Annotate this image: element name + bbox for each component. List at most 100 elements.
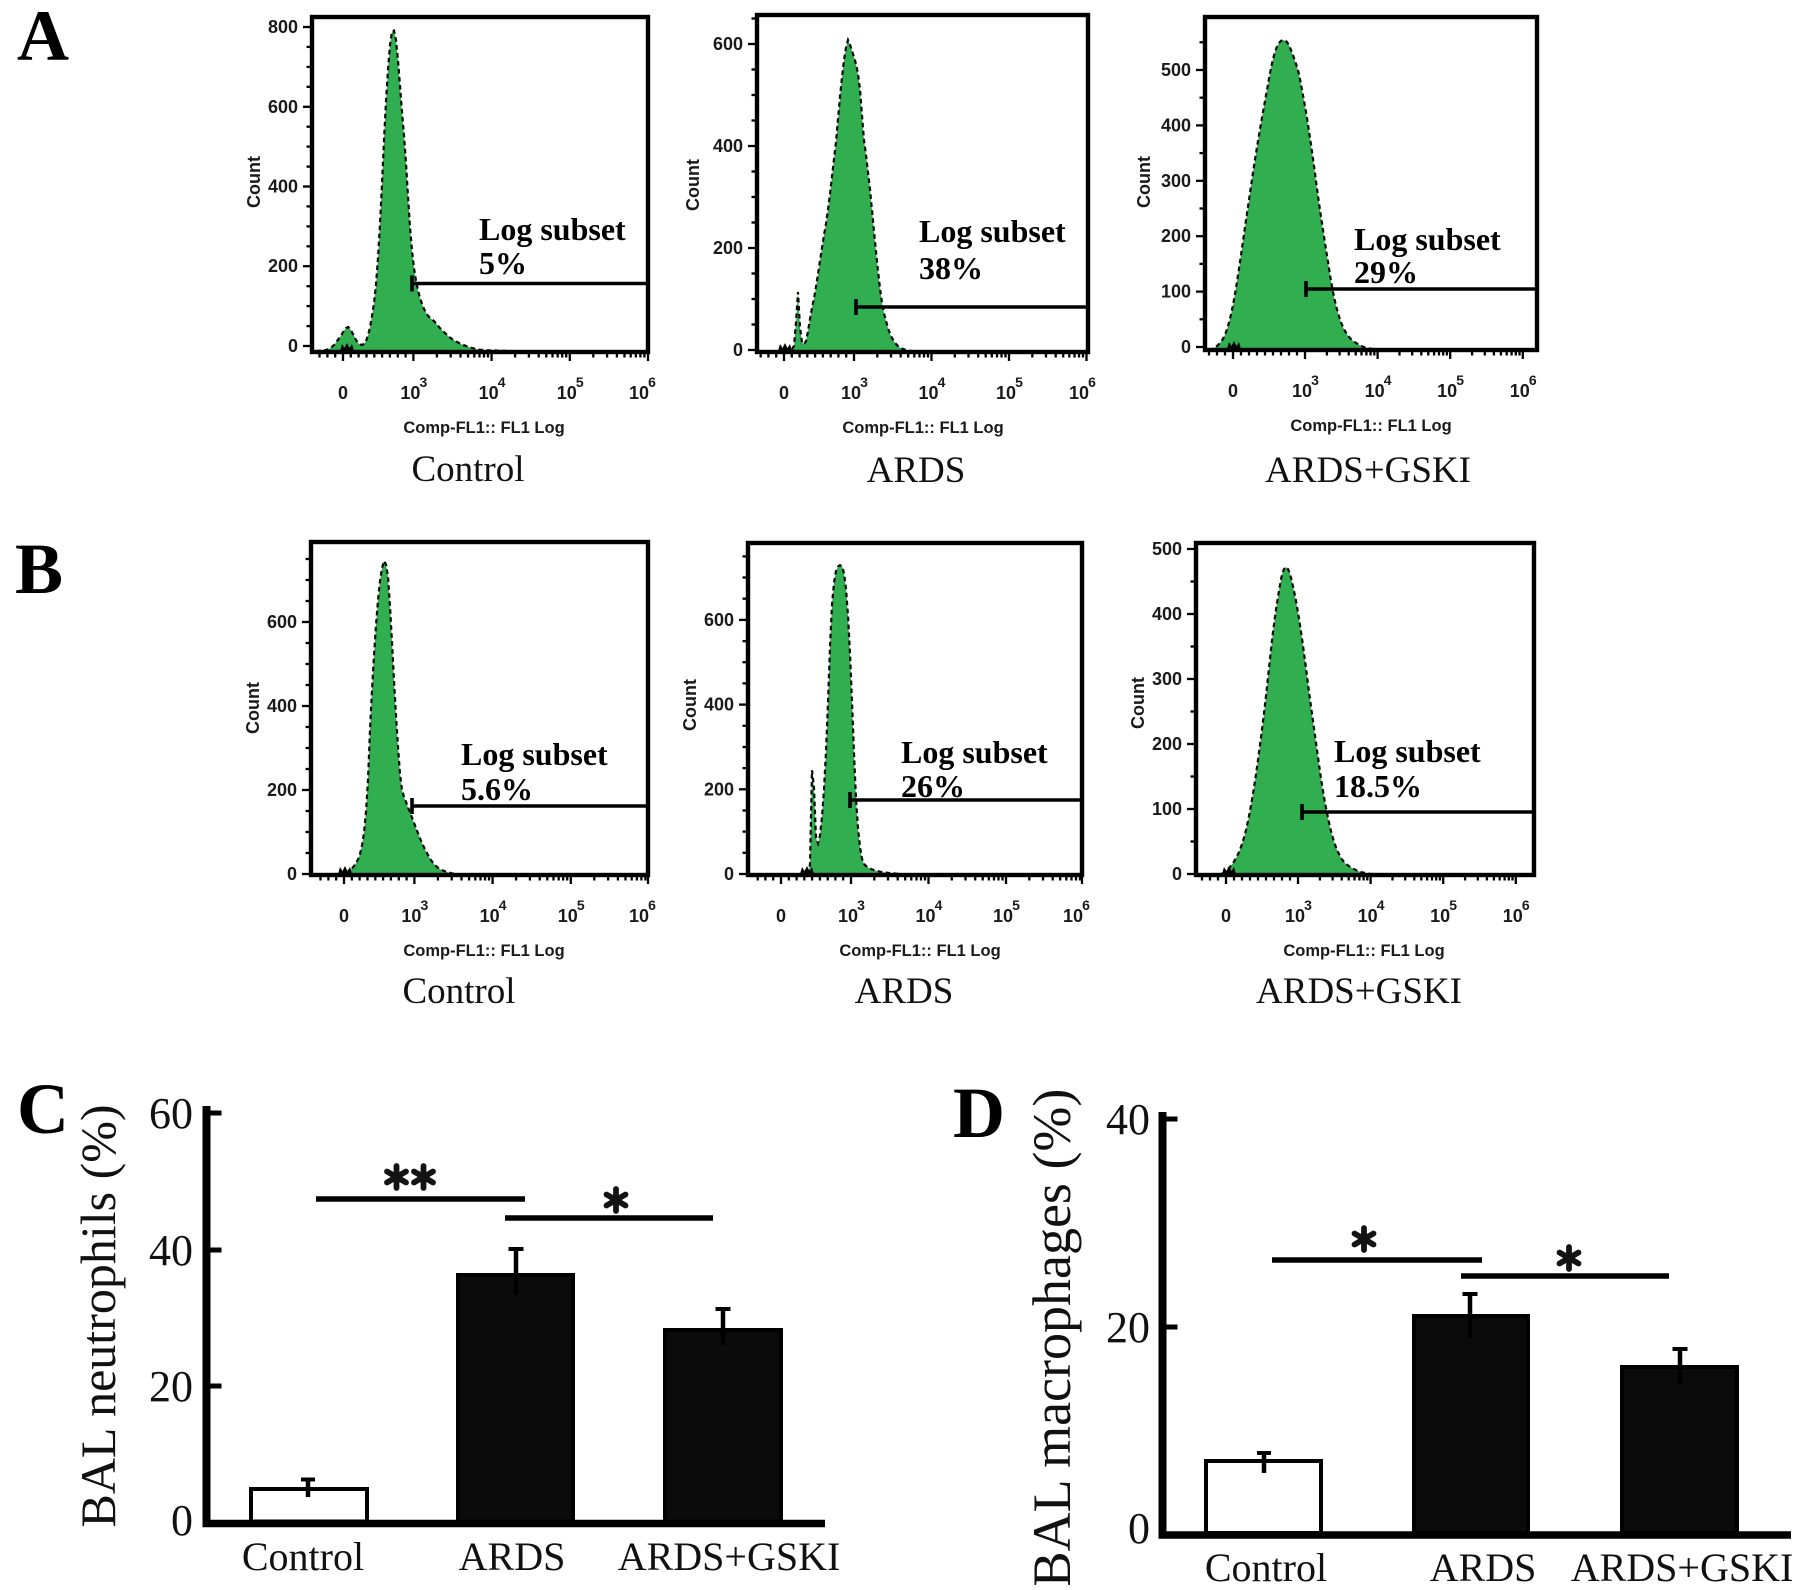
svg-text:10: 10	[1063, 906, 1083, 926]
svg-text:Log subset: Log subset	[479, 211, 626, 247]
svg-text:10: 10	[841, 383, 861, 403]
svg-text:400: 400	[713, 136, 743, 156]
svg-text:20: 20	[149, 1362, 193, 1411]
svg-text:6: 6	[1529, 372, 1537, 388]
svg-text:6: 6	[1088, 374, 1096, 390]
svg-text:10: 10	[838, 906, 858, 926]
svg-text:10: 10	[1510, 381, 1530, 401]
svg-text:10: 10	[558, 906, 578, 926]
svg-text:D: D	[953, 1073, 1005, 1153]
svg-text:3: 3	[860, 374, 868, 390]
svg-text:5: 5	[576, 374, 584, 390]
svg-text:800: 800	[268, 17, 298, 37]
svg-text:Count: Count	[243, 682, 263, 734]
svg-text:10: 10	[1358, 906, 1378, 926]
svg-text:400: 400	[1161, 115, 1191, 135]
svg-text:20: 20	[1106, 1303, 1150, 1352]
svg-text:0: 0	[287, 864, 297, 884]
svg-text:ARDS+GSKI: ARDS+GSKI	[1571, 1545, 1794, 1585]
svg-text:10: 10	[915, 906, 935, 926]
svg-text:Comp-FL1:: FL1 Log: Comp-FL1:: FL1 Log	[1290, 417, 1451, 435]
svg-text:C: C	[17, 1069, 69, 1149]
svg-text:10: 10	[629, 906, 649, 926]
svg-text:Count: Count	[680, 679, 700, 731]
svg-text:Log subset: Log subset	[1354, 221, 1501, 257]
svg-text:5: 5	[1015, 374, 1023, 390]
svg-text:26%: 26%	[901, 768, 965, 804]
svg-text:0: 0	[171, 1496, 193, 1545]
svg-text:200: 200	[1152, 734, 1182, 754]
svg-text:40: 40	[149, 1226, 193, 1275]
svg-text:100: 100	[1152, 799, 1182, 819]
svg-text:Control: Control	[1205, 1545, 1327, 1585]
svg-text:600: 600	[713, 34, 743, 54]
svg-text:5: 5	[1456, 372, 1464, 388]
svg-text:Count: Count	[683, 159, 703, 211]
svg-text:18.5%: 18.5%	[1334, 768, 1422, 804]
svg-text:200: 200	[268, 256, 298, 276]
svg-text:10: 10	[918, 383, 938, 403]
svg-text:6: 6	[1082, 897, 1090, 913]
svg-text:10: 10	[401, 906, 421, 926]
svg-text:Comp-FL1:: FL1 Log: Comp-FL1:: FL1 Log	[1283, 942, 1444, 960]
svg-text:600: 600	[268, 97, 298, 117]
svg-text:Log subset: Log subset	[901, 734, 1048, 770]
svg-text:3: 3	[421, 897, 429, 913]
svg-text:400: 400	[704, 695, 734, 715]
svg-text:10: 10	[1430, 906, 1450, 926]
svg-text:200: 200	[713, 238, 743, 258]
svg-text:0: 0	[1128, 1504, 1150, 1553]
svg-text:4: 4	[1384, 372, 1392, 388]
svg-text:ARDS: ARDS	[855, 971, 954, 1012]
svg-text:4: 4	[499, 897, 507, 913]
svg-text:3: 3	[1304, 897, 1312, 913]
svg-text:300: 300	[1161, 171, 1191, 191]
svg-text:10: 10	[400, 383, 420, 403]
svg-text:10: 10	[557, 383, 577, 403]
svg-text:0: 0	[733, 340, 743, 360]
svg-text:Control: Control	[402, 971, 515, 1012]
svg-text:4: 4	[938, 374, 946, 390]
svg-text:5%: 5%	[479, 245, 527, 281]
svg-text:40: 40	[1106, 1095, 1150, 1144]
svg-text:0: 0	[288, 336, 298, 356]
svg-text:Log subset: Log subset	[461, 736, 608, 772]
svg-text:Comp-FL1:: FL1 Log: Comp-FL1:: FL1 Log	[403, 419, 564, 437]
svg-text:Count: Count	[1134, 156, 1154, 208]
svg-text:Comp-FL1:: FL1 Log: Comp-FL1:: FL1 Log	[403, 942, 564, 960]
svg-text:ARDS+GSKI: ARDS+GSKI	[1265, 450, 1471, 491]
svg-text:600: 600	[704, 610, 734, 630]
svg-text:3: 3	[857, 897, 865, 913]
svg-text:3: 3	[1311, 372, 1319, 388]
svg-text:600: 600	[267, 612, 297, 632]
svg-text:200: 200	[704, 779, 734, 799]
svg-text:29%: 29%	[1354, 254, 1418, 290]
svg-text:5: 5	[1449, 897, 1457, 913]
svg-text:Count: Count	[244, 156, 264, 208]
svg-text:10: 10	[1365, 381, 1385, 401]
svg-text:4: 4	[1377, 897, 1385, 913]
svg-text:B: B	[15, 529, 63, 609]
svg-text:10: 10	[1503, 906, 1523, 926]
svg-text:BAL neutrophils (%): BAL neutrophils (%)	[70, 1104, 126, 1527]
svg-text:100: 100	[1161, 282, 1191, 302]
svg-text:10: 10	[479, 383, 499, 403]
svg-text:0: 0	[776, 906, 786, 926]
svg-text:10: 10	[1069, 383, 1089, 403]
svg-text:ARDS+GSKI: ARDS+GSKI	[1256, 971, 1462, 1012]
svg-text:400: 400	[1152, 604, 1182, 624]
svg-text:ARDS+GSKI: ARDS+GSKI	[618, 1534, 841, 1579]
svg-text:10: 10	[629, 383, 649, 403]
svg-text:ARDS: ARDS	[1430, 1545, 1537, 1585]
svg-text:400: 400	[268, 177, 298, 197]
svg-text:10: 10	[1285, 906, 1305, 926]
svg-text:0: 0	[1221, 906, 1231, 926]
svg-text:Count: Count	[1128, 677, 1148, 729]
svg-text:400: 400	[267, 696, 297, 716]
svg-text:4: 4	[498, 374, 506, 390]
svg-text:10: 10	[993, 906, 1013, 926]
svg-text:0: 0	[339, 906, 349, 926]
svg-text:200: 200	[1161, 226, 1191, 246]
svg-text:0: 0	[338, 383, 348, 403]
svg-text:0: 0	[724, 864, 734, 884]
